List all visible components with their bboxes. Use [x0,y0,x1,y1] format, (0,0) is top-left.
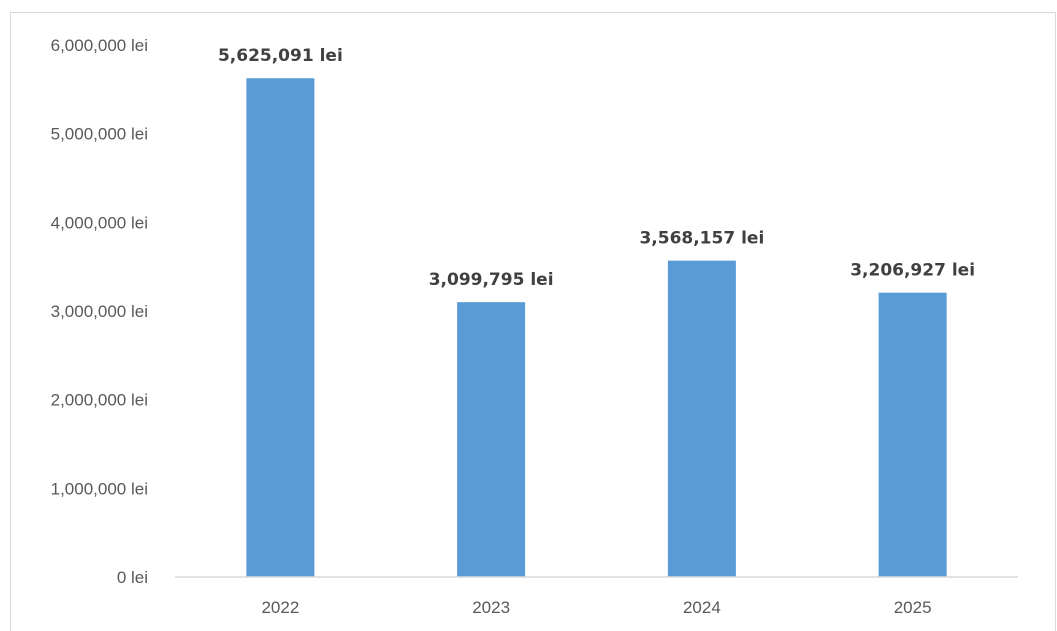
x-tick-label: 2023 [472,598,510,617]
chart-border [10,12,1056,631]
bars [246,78,947,577]
x-tick-label: 2025 [894,598,932,617]
bar [878,292,947,577]
y-tick-label: 4,000,000 lei [51,213,148,232]
data-labels: 5,625,091 lei 3,099,795 lei 3,568,157 lei 3… [218,46,975,290]
data-label: 3,568,157 lei [639,229,764,249]
y-tick-label: 3,000,000 lei [51,302,148,321]
x-tick-label: 2022 [261,598,299,617]
bar [246,78,315,577]
x-axis-tick-labels: 2022 2023 2024 2025 [261,598,931,617]
y-tick-label: 6,000,000 lei [51,36,148,55]
data-label: 3,206,927 lei [850,261,975,281]
y-axis-tick-labels: 0 lei 1,000,000 lei 2,000,000 lei 3,000,000… [51,36,148,587]
y-tick-label: 5,000,000 lei [51,125,148,144]
y-tick-label: 1,000,000 lei [51,479,148,498]
bar [457,302,526,577]
x-tick-label: 2024 [683,598,721,617]
data-label: 3,099,795 lei [429,270,554,290]
y-tick-label: 0 lei [117,568,148,587]
bar [667,260,736,577]
data-label: 5,625,091 lei [218,46,343,66]
y-tick-label: 2,000,000 lei [51,391,148,410]
